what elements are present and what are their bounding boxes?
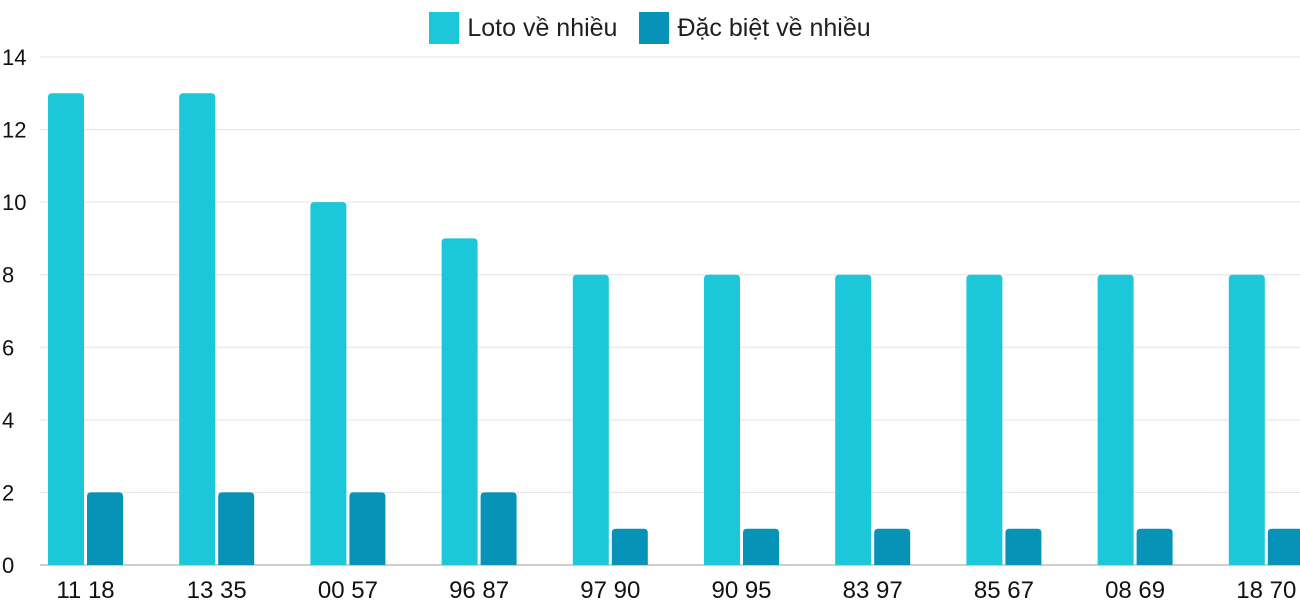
- chart-legend: Loto về nhiều Đặc biệt về nhiều: [0, 12, 1300, 44]
- bar-dac-biet: [874, 528, 911, 565]
- bar-loto: [966, 274, 1003, 565]
- x-tick-label: 85 67: [974, 577, 1034, 600]
- y-tick-label: 10: [2, 190, 26, 215]
- bar-dac-biet: [743, 528, 779, 565]
- bar-loto: [310, 202, 347, 565]
- y-tick-label: 14: [2, 45, 26, 70]
- y-tick-label: 12: [2, 118, 26, 143]
- legend-item-dac-biet: Đặc biệt về nhiều: [639, 12, 871, 44]
- y-axis-ticks: 0 2 4 6 8 10 12 14: [2, 45, 26, 578]
- bar-dac-biet: [480, 492, 517, 565]
- bar-dac-biet: [1267, 528, 1300, 565]
- y-tick-label: 0: [2, 553, 14, 578]
- legend-swatch-dac-biet: [639, 12, 670, 44]
- bar-loto: [1228, 274, 1265, 565]
- y-tick-label: 8: [2, 263, 14, 288]
- x-tick-label: 08 69: [1105, 577, 1165, 600]
- bar-loto: [1097, 274, 1134, 565]
- bar-dac-biet: [611, 528, 648, 565]
- bar-dac-biet: [218, 492, 255, 565]
- y-tick-label: 2: [2, 480, 14, 505]
- legend-item-loto: Loto về nhiều: [429, 12, 617, 44]
- x-tick-label: 00 57: [318, 577, 378, 600]
- bar-loto: [48, 93, 84, 566]
- x-tick-label: 11 18: [56, 577, 114, 600]
- x-tick-label: 90 95: [711, 577, 771, 600]
- legend-swatch-loto: [429, 12, 460, 44]
- bar-dac-biet: [87, 492, 123, 565]
- x-tick-label: 96 87: [449, 577, 509, 600]
- x-tick-label: 83 97: [843, 577, 903, 600]
- y-tick-label: 6: [2, 335, 14, 360]
- legend-label-dac-biet: Đặc biệt về nhiều: [677, 13, 871, 42]
- bar-dac-biet: [349, 492, 386, 565]
- bar-loto: [704, 274, 740, 565]
- x-tick-label: 13 35: [187, 577, 247, 600]
- legend-label-loto: Loto về nhiều: [467, 13, 618, 42]
- bar-loto: [835, 274, 872, 565]
- x-tick-label: 97 90: [580, 577, 640, 600]
- bar-loto: [441, 238, 478, 565]
- bar-dac-biet: [1136, 528, 1173, 565]
- bars: [48, 93, 1300, 566]
- x-axis-ticks: 11 18 13 35 00 57 96 87 97 90 90 95 83 97 85 67…: [56, 577, 1296, 600]
- bar-loto: [179, 93, 216, 566]
- x-tick-label: 18 70: [1236, 577, 1296, 600]
- bar-dac-biet: [1005, 528, 1042, 565]
- y-tick-label: 4: [2, 408, 14, 433]
- bar-loto: [572, 274, 609, 565]
